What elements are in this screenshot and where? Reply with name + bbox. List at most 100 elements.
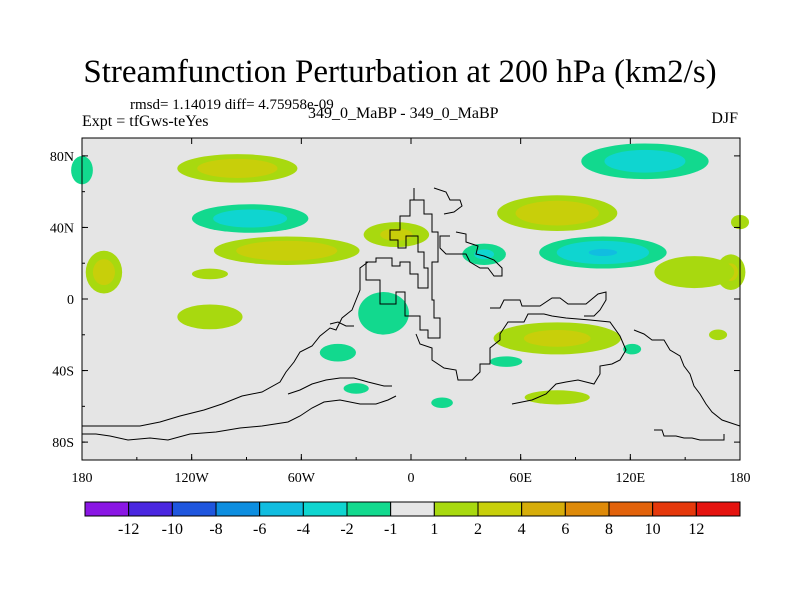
coastline-antarctic-strip: [287, 377, 392, 395]
coastline-asia-east: [439, 231, 503, 277]
heatmap-field: [71, 138, 750, 460]
x-tick-label: 60W: [288, 471, 316, 486]
contour-band: [489, 356, 523, 367]
colorbar-label: 6: [561, 521, 569, 538]
colorbar-swatch: [695, 501, 741, 517]
colorbar-label: -6: [253, 521, 266, 538]
anomaly-east-asia-negative: [462, 243, 506, 265]
anomaly-north-pacific-high-lat-positive: [177, 154, 298, 183]
contour-band: [380, 228, 413, 241]
coastline-new-zealand: [654, 429, 725, 441]
anomaly-south-atlantic-negative: [319, 343, 356, 362]
x-tick-label: 120W: [175, 471, 210, 486]
coastline-greenland: [433, 187, 463, 215]
colorbar-label: 1: [430, 521, 438, 538]
contour-band: [588, 248, 618, 257]
x-tick-label: 60E: [509, 471, 532, 486]
colorbar-swatch: [302, 501, 348, 517]
anomaly-south-africa-negative: [431, 397, 453, 409]
anomaly-east-pacific-equatorial-positive: [191, 268, 228, 280]
coastline-small-islands: [329, 321, 354, 327]
colorbar-label: -12: [118, 521, 139, 538]
x-axis: 180 120W 60W 0 60E 120E 180: [72, 138, 751, 486]
contour-band: [474, 249, 495, 260]
contour-band: [343, 383, 369, 394]
x-tick-label: 120E: [616, 471, 646, 486]
coastlines: [82, 187, 740, 441]
season-annotation: DJF: [711, 110, 738, 127]
colorbar-label: 4: [518, 521, 526, 538]
coastline-southern-ocean: [82, 395, 397, 441]
x-tick-label: 180: [72, 471, 93, 486]
anomaly-mid-asia-positive: [497, 195, 618, 231]
colorbar-label: -8: [209, 521, 222, 538]
colorbar-swatch: [477, 501, 523, 517]
anomaly-australia-negative: [623, 343, 642, 355]
colorbar-swatch: [521, 501, 566, 517]
coastline-indian: [490, 291, 607, 317]
contour-band: [515, 200, 599, 226]
contour-band: [604, 149, 686, 173]
anomaly-tropical-east-pacific-positive: [177, 304, 243, 330]
contour-band: [319, 343, 356, 362]
y-tick-label: 80N: [50, 150, 74, 165]
field-background: [82, 138, 740, 460]
contour-band: [709, 329, 728, 341]
experiment-annotation: Expt = tfGws-teYes: [82, 113, 209, 130]
colorbar-label: 10: [645, 521, 661, 538]
colorbar-swatch: [652, 501, 697, 517]
colorbar-swatch: [433, 501, 479, 517]
contour-band: [236, 240, 338, 261]
contour-band: [92, 259, 115, 286]
contour-band: [431, 397, 453, 409]
colorbar-label: -10: [162, 521, 183, 538]
coastline-australia: [633, 329, 740, 427]
colorbar-swatch: [608, 501, 654, 517]
chart-title: Streamfunction Perturbation at 200 hPa (…: [83, 54, 717, 90]
colorbar-swatch: [564, 501, 610, 517]
anomaly-north-pacific-negative: [191, 204, 309, 233]
anomaly-dateline-west-positive: [85, 250, 123, 294]
colorbar-label: 12: [688, 521, 704, 538]
colorbar-label: -1: [384, 521, 397, 538]
colorbar-swatch: [128, 501, 173, 517]
colorbar-label: -4: [297, 521, 310, 538]
coastline-europe-africa: [415, 313, 627, 405]
colorbar-swatch: [215, 501, 261, 517]
anomaly-africa-equatorial-negative: [489, 356, 523, 367]
runs-annotation: 349_0_MaBP - 349_0_MaBP: [308, 105, 499, 122]
colorbar-swatch: [171, 501, 217, 517]
anomaly-southern-indian-positive: [524, 390, 590, 405]
y-axis: 80N 40N 0 40S 80S: [50, 150, 740, 451]
colorbar-label: 2: [474, 521, 482, 538]
colorbar-swatch: [84, 501, 130, 517]
contour-band: [654, 256, 735, 289]
anomaly-west-pacific-negative: [539, 236, 667, 269]
anomaly-southwest-pacific-positive: [709, 329, 728, 341]
coastline-north-america: [365, 188, 441, 339]
anomaly-pacific-subtropical-positive: [213, 236, 360, 265]
colorbar: -12 -10 -8 -6 -4 -2 -1 1 2 4 6 8 10 12: [84, 501, 741, 538]
contour-band: [523, 329, 591, 347]
anomaly-arctic-eurasia-negative: [581, 143, 709, 180]
contour-band: [358, 292, 409, 335]
coastline-south-america: [82, 261, 369, 427]
colorbar-label: 8: [605, 521, 613, 538]
anomaly-atlantic-equatorial-negative: [358, 292, 409, 335]
colorbar-label: -2: [340, 521, 353, 538]
contour-band: [524, 390, 590, 405]
contour-band: [177, 304, 243, 330]
anomaly-atlantic-subtropical-positive: [363, 222, 430, 248]
y-tick-label: 80S: [52, 436, 74, 451]
x-tick-label: 180: [730, 471, 751, 486]
contour-band: [213, 209, 288, 228]
y-tick-label: 0: [67, 293, 74, 308]
y-tick-label: 40N: [50, 221, 74, 236]
colorbar-swatch: [390, 501, 435, 517]
x-tick-label: 0: [408, 471, 415, 486]
contour-band: [197, 158, 278, 178]
colorbar-swatch: [346, 501, 392, 517]
anomaly-southern-ocean-negative: [343, 383, 369, 394]
colorbar-swatch: [259, 501, 304, 517]
